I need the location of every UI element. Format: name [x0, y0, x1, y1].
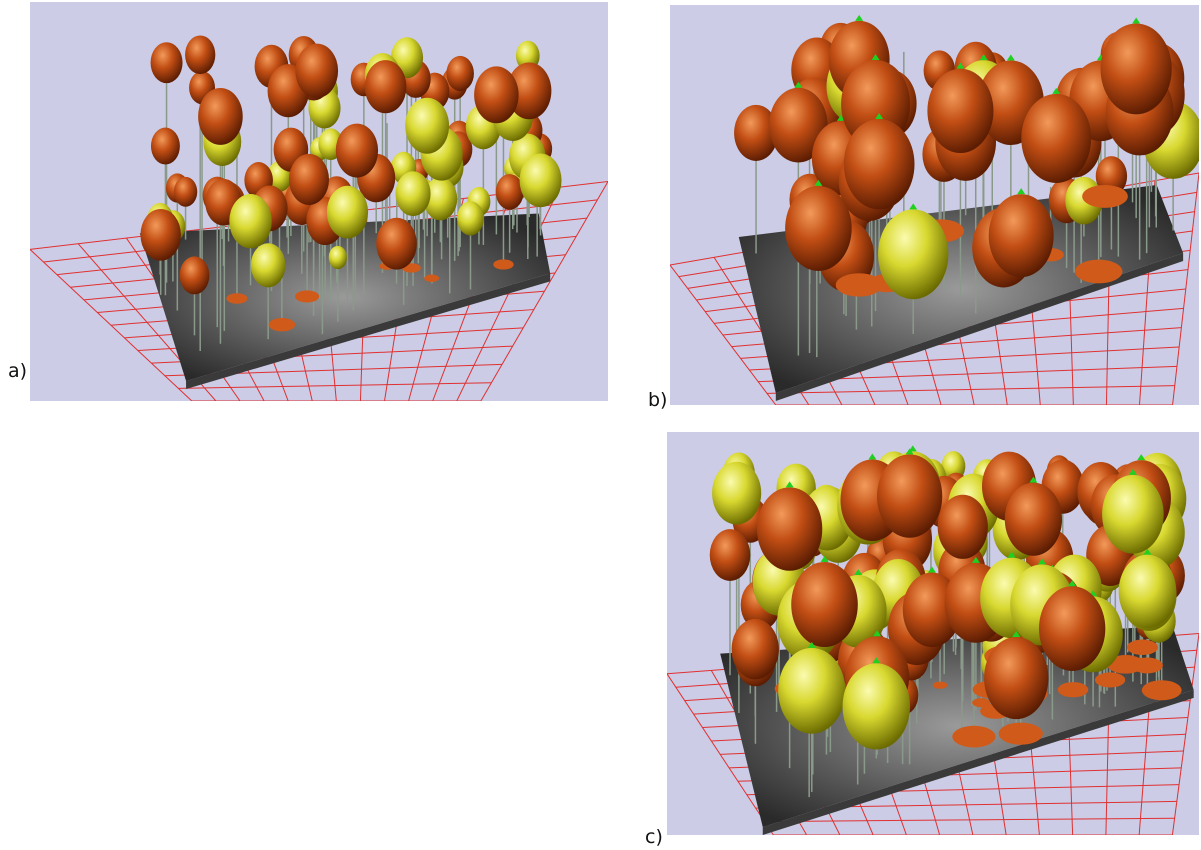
disc — [1075, 260, 1123, 284]
balloon — [229, 194, 271, 248]
balloon — [329, 246, 347, 269]
balloon — [791, 562, 858, 647]
balloon — [327, 186, 368, 239]
balloon — [396, 171, 431, 216]
balloon — [878, 209, 948, 299]
balloon — [844, 119, 915, 209]
balloon — [289, 154, 329, 205]
figure: a) b) c) — [0, 0, 1201, 850]
balloon — [251, 243, 286, 287]
balloon — [457, 201, 484, 235]
balloon — [785, 186, 852, 271]
balloon — [496, 174, 524, 210]
balloon — [1005, 483, 1062, 556]
marker — [855, 15, 863, 21]
balloon — [984, 637, 1048, 719]
render-a — [30, 2, 608, 401]
balloon — [520, 154, 562, 208]
balloon — [198, 88, 243, 145]
balloon — [151, 128, 180, 165]
disc — [1095, 672, 1125, 687]
balloon — [989, 194, 1054, 277]
marker — [868, 453, 876, 459]
panel-label: b) — [648, 389, 667, 411]
balloon — [1021, 94, 1091, 183]
disc — [1127, 639, 1158, 655]
disc — [295, 290, 319, 302]
balloon — [174, 177, 197, 207]
balloon — [185, 35, 215, 74]
marker — [1132, 17, 1140, 23]
balloon — [474, 66, 518, 123]
marker — [928, 567, 936, 573]
balloon — [778, 648, 845, 734]
disc — [424, 275, 439, 282]
disc — [226, 293, 247, 304]
balloon — [376, 218, 417, 270]
balloon — [732, 619, 779, 679]
balloon — [757, 487, 822, 570]
balloon — [843, 663, 910, 749]
grid-line — [1173, 173, 1199, 405]
disc — [933, 682, 948, 689]
balloon — [405, 98, 449, 154]
balloon — [877, 454, 942, 537]
disc — [952, 726, 995, 748]
disc — [493, 259, 513, 269]
balloon — [712, 462, 761, 525]
balloon — [927, 69, 993, 153]
render-c — [667, 432, 1199, 835]
grid-line — [767, 386, 1175, 394]
disc — [269, 318, 296, 331]
balloon — [151, 42, 183, 83]
disc — [1058, 682, 1089, 697]
disc — [836, 273, 883, 296]
disc — [999, 723, 1043, 745]
balloon — [1102, 475, 1164, 554]
panel-label: c) — [645, 826, 663, 848]
disc — [1082, 185, 1128, 208]
balloon — [1119, 555, 1177, 629]
balloon — [336, 124, 378, 178]
balloon — [446, 56, 474, 91]
marker — [909, 203, 917, 209]
render-b — [670, 5, 1199, 405]
marker — [1137, 454, 1145, 460]
balloon — [295, 44, 338, 98]
disc — [1142, 680, 1182, 700]
balloon — [1039, 586, 1105, 671]
balloon — [710, 529, 751, 581]
panel-label: a) — [8, 360, 27, 382]
balloon — [938, 495, 988, 559]
marker — [1007, 54, 1015, 60]
balloon — [140, 209, 180, 261]
balloon — [180, 256, 210, 294]
balloon — [1101, 23, 1172, 114]
marker — [1017, 188, 1025, 194]
balloon — [365, 60, 407, 113]
